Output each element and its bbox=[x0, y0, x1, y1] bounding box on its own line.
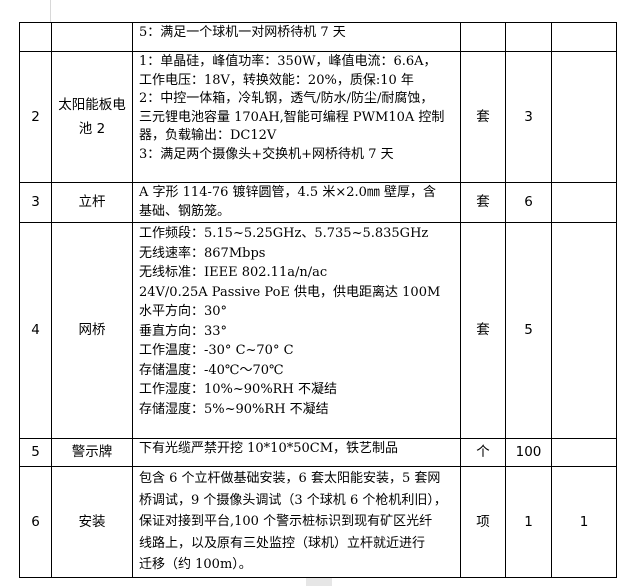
description-line: 器，负载输出：DC12V bbox=[139, 128, 277, 143]
extra-value bbox=[551, 22, 617, 52]
description-line: 5：满足一个球机一对网桥待机 7 天 bbox=[139, 25, 346, 40]
horizontal-scrollbar[interactable] bbox=[306, 578, 332, 586]
equipment-table: 5：满足一个球机一对网桥待机 7 天 2 太阳能板电池 2 1：单晶硅，峰值功率：35… bbox=[19, 22, 617, 578]
quantity: 3 bbox=[505, 51, 552, 183]
description-line: 工作温度：-30° C~70° C bbox=[139, 343, 294, 358]
table-row: 6 安装 包含 6 个立杆做基础安装，6 套太阳能安装，5 套网 桥调试，9 个摄像头… bbox=[19, 466, 617, 578]
extra-value bbox=[551, 438, 617, 467]
item-description: A 字形 114-76 镀锌圆管，4.5 米×2.0㎜ 壁厚，含 基础、钢筋笼。 bbox=[132, 182, 461, 223]
extra-value bbox=[551, 222, 617, 439]
row-number: 6 bbox=[19, 466, 52, 578]
description-line: 工作湿度：10%~90%RH 不凝结 bbox=[139, 382, 337, 397]
row-number bbox=[19, 22, 52, 52]
item-description: 下有光缆严禁开挖 10*10*50CM，铁艺制品 bbox=[132, 438, 461, 467]
table-row: 2 太阳能板电池 2 1：单晶硅，峰值功率：350W，峰值电流：6.6A， 工作电压：… bbox=[19, 51, 617, 183]
extra-value bbox=[551, 182, 617, 223]
description-line: A 字形 114-76 镀锌圆管，4.5 米×2.0㎜ 壁厚，含 bbox=[139, 185, 437, 200]
item-description: 包含 6 个立杆做基础安装，6 套太阳能安装，5 套网 桥调试，9 个摄像头调试（… bbox=[132, 466, 461, 578]
extra-value: 1 bbox=[551, 466, 617, 578]
description-line: 1：单晶硅，峰值功率：350W，峰值电流：6.6A， bbox=[139, 54, 437, 69]
description-line: 工作电压：18V，转换效能：20%，质保:10 年 bbox=[139, 72, 414, 88]
item-description: 5：满足一个球机一对网桥待机 7 天 bbox=[132, 22, 461, 52]
description-line: 下有光缆严禁开挖 10*10*50CM，铁艺制品 bbox=[139, 441, 399, 456]
unit: 套 bbox=[460, 51, 506, 183]
description-line: 3：满足两个摄像头+交换机+网桥待机 7 天 bbox=[139, 146, 394, 162]
description-line: 2：中控一体箱，冷轧钢，透气/防水/防尘/耐腐蚀， bbox=[139, 91, 434, 106]
description-line: 24V/0.25A Passive PoE 供电，供电距离达 100M bbox=[139, 284, 441, 300]
quantity: 6 bbox=[505, 182, 552, 223]
table-row: 3 立杆 A 字形 114-76 镀锌圆管，4.5 米×2.0㎜ 壁厚，含 基础、钢筋… bbox=[19, 182, 617, 223]
table-row: 4 网桥 工作频段：5.15~5.25GHz、5.735~5.835GHz 无线速率：… bbox=[19, 222, 617, 439]
quantity: 100 bbox=[505, 438, 552, 467]
description-line: 存储湿度：5%~90%RH 不凝结 bbox=[139, 401, 329, 417]
item-name bbox=[51, 22, 133, 52]
description-line: 桥调试，9 个摄像头调试（3 个球机 6 个枪机利旧）， bbox=[139, 492, 447, 508]
row-number: 3 bbox=[19, 182, 52, 223]
row-number: 2 bbox=[19, 51, 52, 183]
description-line: 存储温度：-40℃～70℃ bbox=[139, 362, 284, 378]
description-line: 线路上，以及原有三处监控（球机）立杆就近进行 bbox=[139, 535, 426, 551]
table-row: 5 警示牌 下有光缆严禁开挖 10*10*50CM，铁艺制品 个 100 bbox=[19, 438, 617, 467]
description-line: 包含 6 个立杆做基础安装，6 套太阳能安装，5 套网 bbox=[139, 471, 441, 486]
description-line: 保证对接到平台,100 个警示桩标识到现有矿区光纤 bbox=[139, 514, 433, 529]
row-number: 5 bbox=[19, 438, 52, 467]
item-name: 太阳能板电池 2 bbox=[51, 51, 133, 183]
quantity: 5 bbox=[505, 222, 552, 439]
row-number: 4 bbox=[19, 222, 52, 439]
unit: 个 bbox=[460, 438, 506, 467]
unit: 项 bbox=[460, 466, 506, 578]
item-name: 警示牌 bbox=[51, 438, 133, 467]
description-line: 垂直方向：33° bbox=[139, 323, 228, 339]
description-line: 无线标准：IEEE 802.11a/n/ac bbox=[139, 265, 328, 280]
description-line: 基础、钢筋笼。 bbox=[139, 203, 231, 219]
item-name: 网桥 bbox=[51, 222, 133, 439]
page-margin-marker bbox=[50, 0, 51, 22]
description-line: 三元锂电池容量 170AH,智能可编程 PWM10A 控制 bbox=[139, 109, 445, 125]
unit bbox=[460, 22, 506, 52]
quantity: 1 bbox=[505, 466, 552, 578]
description-line: 工作频段：5.15~5.25GHz、5.735~5.835GHz bbox=[139, 226, 429, 241]
item-name: 安装 bbox=[51, 466, 133, 578]
description-line: 无线速率：867Mbps bbox=[139, 245, 266, 261]
unit: 套 bbox=[460, 182, 506, 223]
extra-value bbox=[551, 51, 617, 183]
description-line: 迁移（约 100m）。 bbox=[139, 557, 252, 572]
quantity bbox=[505, 22, 552, 52]
table-row: 5：满足一个球机一对网桥待机 7 天 bbox=[19, 22, 617, 52]
item-description: 工作频段：5.15~5.25GHz、5.735~5.835GHz 无线速率：867… bbox=[132, 222, 461, 439]
item-description: 1：单晶硅，峰值功率：350W，峰值电流：6.6A， 工作电压：18V，转换效能：… bbox=[132, 51, 461, 183]
unit: 套 bbox=[460, 222, 506, 439]
description-line: 水平方向：30° bbox=[139, 304, 228, 319]
item-name: 立杆 bbox=[51, 182, 133, 223]
